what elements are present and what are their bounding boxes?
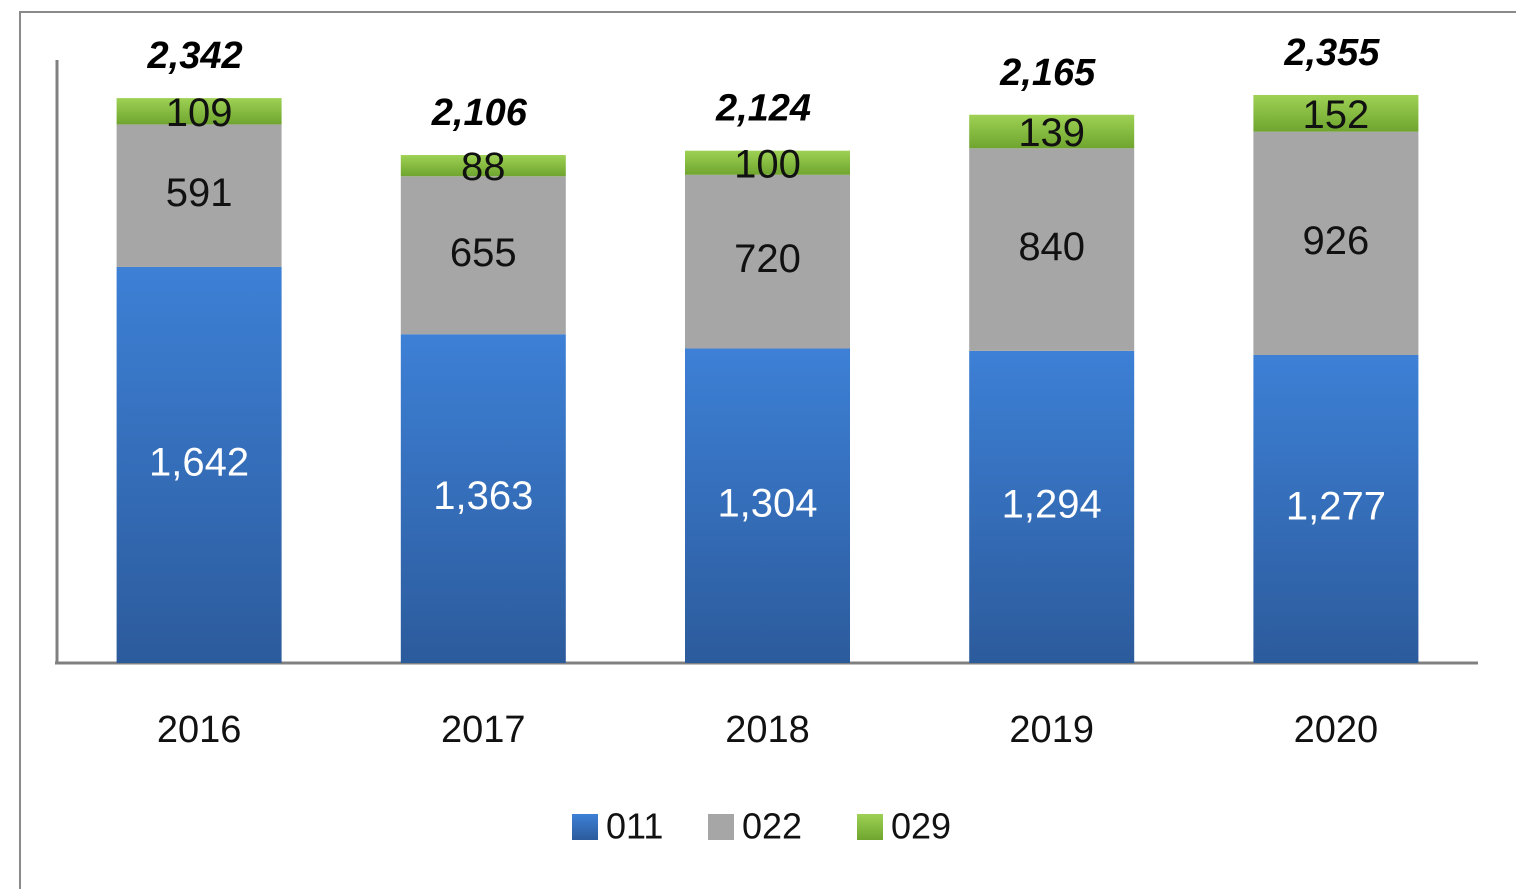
x-tick-label: 2017 [441, 709, 526, 751]
x-tick-label: 2019 [1009, 709, 1094, 751]
data-label: 88 [461, 145, 506, 189]
data-label: 1,642 [149, 441, 249, 485]
chart-frame [19, 11, 1516, 889]
data-label: 109 [166, 91, 233, 135]
bar-segment [685, 348, 850, 663]
legend-swatch [857, 814, 883, 840]
data-label: 1,304 [717, 481, 817, 525]
total-label: 2,342 [147, 35, 243, 77]
bar-segment [400, 176, 566, 335]
bar-segment [969, 114, 1135, 149]
data-label: 139 [1018, 111, 1085, 155]
data-label: 655 [450, 231, 517, 275]
bar-segment [116, 98, 282, 125]
bar-segment [969, 350, 1135, 663]
data-label: 1,294 [1002, 483, 1102, 527]
total-label: 2,355 [1283, 32, 1380, 74]
bar-segment [685, 174, 850, 349]
data-label: 1,277 [1286, 485, 1386, 529]
bar-segment [116, 266, 282, 663]
bar-segment [1253, 94, 1419, 132]
data-label: 840 [1018, 225, 1085, 269]
bar-segment [400, 155, 566, 177]
bar-segment [116, 124, 282, 267]
bar-segment [1253, 131, 1419, 355]
data-label: 591 [166, 171, 233, 215]
legend-swatch [708, 814, 734, 840]
data-label: 720 [734, 237, 801, 281]
total-label: 2,165 [999, 52, 1096, 94]
total-label: 2,124 [715, 88, 811, 130]
bar-segment [685, 150, 850, 175]
legend-swatch [572, 814, 598, 840]
total-label: 2,106 [431, 92, 528, 134]
data-label: 1,363 [433, 474, 533, 518]
data-label: 100 [734, 142, 801, 186]
data-label: 152 [1303, 93, 1370, 137]
x-tick-label: 2018 [725, 709, 810, 751]
legend-label: 029 [891, 806, 951, 847]
bar-segment [1253, 354, 1419, 663]
legend-label: 022 [742, 806, 802, 847]
legend-label: 011 [606, 806, 663, 847]
bar-segment [969, 148, 1135, 351]
x-tick-label: 2016 [157, 709, 242, 751]
data-label: 926 [1303, 219, 1370, 263]
bar-segment [400, 334, 566, 663]
x-tick-label: 2020 [1294, 709, 1379, 751]
